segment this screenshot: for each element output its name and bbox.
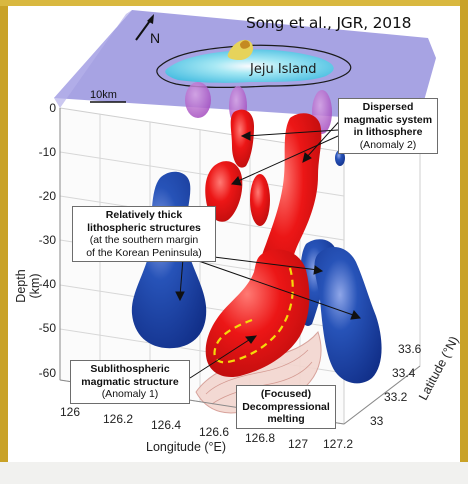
- frame-bottom: [0, 462, 468, 484]
- x-tick: 126: [59, 405, 81, 419]
- frame-right: [460, 0, 468, 470]
- annotation-text: Dispersed: [362, 101, 414, 113]
- annotation-text: (Anomaly 1): [101, 388, 159, 400]
- frame-top: [0, 0, 468, 6]
- red-blob-upper: [230, 109, 254, 168]
- annotation-decompressional: (Focused) Decompressional melting: [236, 385, 336, 429]
- x-tick: 127: [287, 437, 309, 451]
- annotation-text: (Anomaly 2): [359, 138, 417, 151]
- red-blob-mid: [250, 174, 270, 226]
- north-label: N: [150, 30, 161, 46]
- annotation-lithospheric: Relatively thick lithospheric structures…: [72, 206, 216, 262]
- y-tick: 33.2: [384, 390, 408, 404]
- annotation-text: Sublithospheric: [90, 363, 170, 375]
- annotation-text: of the Korean Peninsula): [86, 246, 202, 259]
- annotation-text: magmatic structure: [81, 375, 179, 388]
- x-tick: 126.2: [102, 412, 134, 426]
- x-tick: 126.4: [150, 418, 182, 432]
- z-tick: -40: [38, 277, 56, 291]
- y-tick: 33.4: [392, 366, 416, 380]
- x-tick: 126.8: [244, 431, 276, 445]
- z-tick: -60: [38, 366, 56, 380]
- annotation-dispersed: Dispersed magmatic system in lithosphere…: [338, 98, 438, 154]
- blue-body-small: [335, 150, 345, 166]
- annotation-text: (Focused): [260, 388, 312, 400]
- z-tick: -50: [38, 321, 56, 335]
- scale-label: 10km: [90, 89, 117, 101]
- annotation-text: melting: [267, 413, 305, 425]
- north-arrow-icon: [135, 14, 154, 41]
- frame-left: [0, 0, 8, 470]
- y-tick: 33: [370, 414, 384, 428]
- jeju-island: [156, 39, 352, 88]
- x-tick: 126.6: [198, 425, 230, 439]
- citation: Song et al., JGR, 2018: [246, 14, 412, 32]
- x-axis-label: Longitude (°E): [146, 440, 227, 454]
- annotation-text: in lithosphere: [353, 126, 423, 138]
- z-axis-label: Depth (km): [14, 269, 42, 303]
- red-anomaly-1: [205, 249, 310, 378]
- island-label: Jeju Island: [250, 62, 317, 77]
- z-tick: -30: [38, 233, 56, 247]
- annotation-text: lithospheric structures: [87, 221, 201, 234]
- annotation-text: (at the southern margin: [89, 234, 199, 246]
- annotation-text: magmatic system: [343, 113, 433, 126]
- blue-body-east: [314, 247, 382, 384]
- annotation-text: Decompressional: [242, 400, 330, 413]
- x-tick: 127.2: [322, 437, 354, 451]
- annotation-text: Relatively thick: [105, 209, 183, 221]
- z-tick: -10: [38, 145, 56, 159]
- z-tick: 0: [49, 101, 56, 115]
- magma-pathway: [213, 267, 294, 364]
- z-tick: -20: [38, 189, 56, 203]
- leader-arrows: [175, 115, 361, 379]
- y-tick: 33.6: [398, 342, 422, 356]
- annotation-sublithospheric: Sublithospheric magmatic structure (Anom…: [70, 360, 190, 404]
